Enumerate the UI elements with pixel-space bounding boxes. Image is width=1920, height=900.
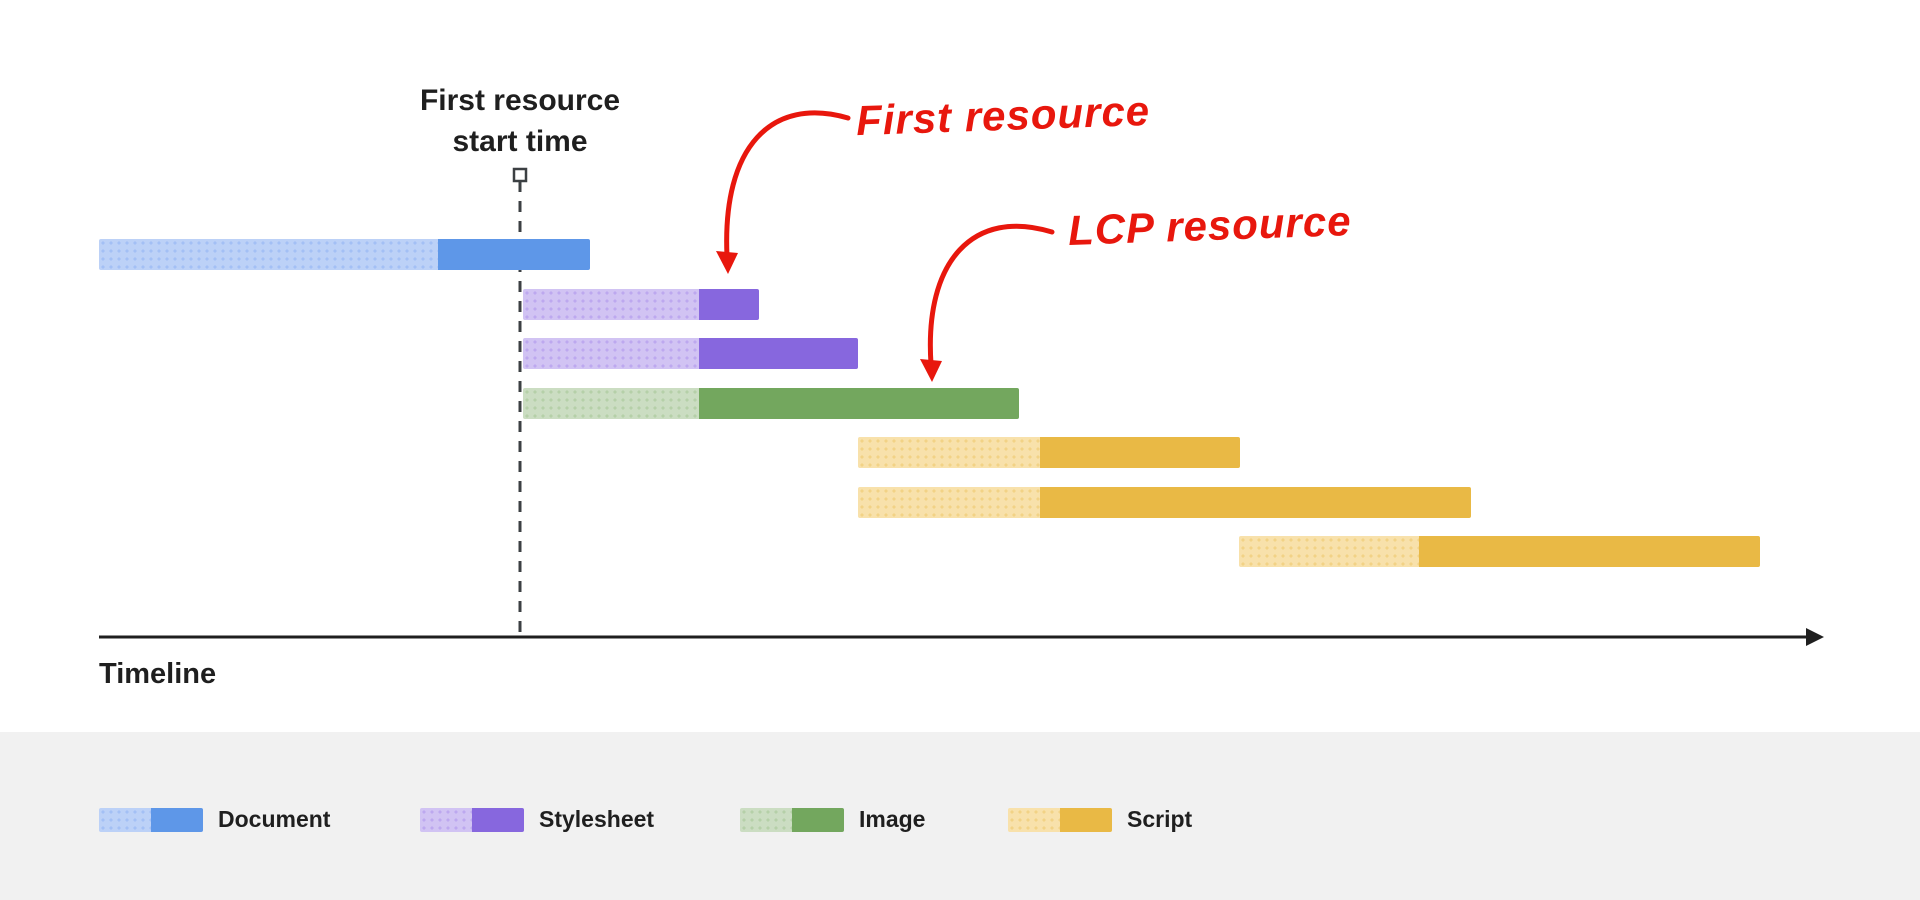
bar-stylesheet-dark-segment — [699, 288, 759, 320]
bar-script-dark-segment — [1419, 536, 1760, 567]
bar-stylesheet-dark-segment — [699, 338, 858, 369]
legend-item-stylesheet: Stylesheet — [420, 806, 654, 833]
bar-script-6 — [1239, 536, 1760, 567]
image-dark-swatch — [792, 807, 844, 832]
bar-script-light-segment — [858, 437, 1040, 468]
lcp-resource-annotation: LCP resource — [1067, 197, 1353, 254]
image-swatch — [740, 807, 844, 832]
first-resource-annotation: First resource — [855, 86, 1151, 145]
legend-item-image: Image — [740, 806, 925, 833]
bar-stylesheet-2 — [523, 338, 858, 369]
bar-document-light-segment — [99, 239, 438, 270]
stylesheet-dark-swatch — [472, 807, 524, 832]
script-dark-swatch — [1060, 807, 1112, 832]
bar-script-light-segment — [1239, 536, 1419, 567]
bar-stylesheet-light-segment — [523, 338, 699, 369]
bar-script-dark-segment — [1040, 486, 1471, 518]
document-dark-swatch — [151, 807, 203, 832]
script-light-swatch — [1008, 807, 1060, 832]
script-swatch — [1008, 807, 1112, 832]
bar-stylesheet-1 — [523, 288, 759, 320]
bar-image-light-segment — [523, 387, 699, 419]
bar-script-light-segment — [858, 486, 1040, 518]
bar-stylesheet-light-segment — [523, 288, 699, 320]
legend-label-stylesheet: Stylesheet — [539, 806, 655, 832]
timeline-label: Timeline — [99, 658, 217, 690]
document-light-swatch — [99, 807, 151, 832]
legend-label-document: Document — [218, 806, 331, 832]
legend-label-script: Script — [1127, 806, 1193, 832]
stylesheet-light-swatch — [420, 807, 472, 832]
legend-item-script: Script — [1008, 806, 1192, 833]
first-resource-start-time-label: First resource start time — [320, 80, 720, 162]
image-light-swatch — [740, 807, 792, 832]
legend: Document Stylesheet Image Script — [0, 732, 1920, 900]
document-swatch — [99, 807, 203, 832]
first-resource-start-time-line1: First resource — [419, 84, 621, 117]
stylesheet-swatch — [420, 807, 524, 832]
legend-label-image: Image — [859, 806, 926, 832]
bar-script-4 — [858, 437, 1240, 468]
legend-item-document: Document — [99, 806, 330, 833]
bar-script-5 — [858, 486, 1471, 518]
bar-script-dark-segment — [1040, 437, 1240, 468]
bar-document-dark-segment — [438, 239, 590, 270]
bar-document-0 — [99, 239, 590, 270]
bar-image-3 — [523, 387, 1019, 419]
bar-image-dark-segment — [699, 387, 1019, 419]
first-resource-start-time-line2: start time — [452, 125, 588, 158]
